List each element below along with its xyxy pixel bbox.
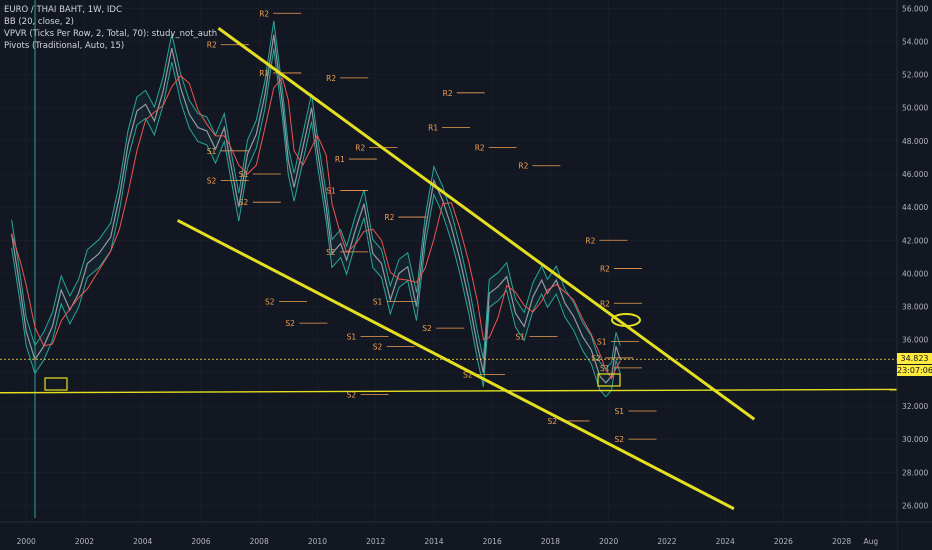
x-tick-label-4: 2008 (250, 537, 269, 546)
pivot-label-5: S1 (207, 147, 217, 156)
y-tick-label-13: 52.000 (902, 71, 928, 80)
x-tick-label-2: 2004 (133, 537, 152, 546)
x-tick-label-5: 2010 (308, 537, 327, 546)
x-tick-label-13: 2026 (774, 537, 793, 546)
bb-upper (11, 20, 621, 370)
pivot-label-33: S2 (548, 417, 558, 426)
trend-line-1 (176, 219, 735, 511)
y-tick-label-15: 56.000 (902, 4, 928, 13)
legend-pivots[interactable]: Pivots (Traditional, Auto, 15) (4, 41, 125, 51)
pivot-label-20: S1 (373, 298, 383, 307)
x-tick-label-7: 2014 (424, 537, 443, 546)
pivot-label-9: R1 (428, 124, 438, 133)
pivot-label-2: R1 (259, 69, 269, 78)
bb-lower (11, 48, 621, 398)
y-tick-label-2: 30.000 (902, 435, 928, 444)
x-tick-label-14: 2028 (832, 537, 851, 546)
x-tick-label-3: 2006 (191, 537, 210, 546)
x-tick-label-8: 2016 (483, 537, 502, 546)
pivot-label-11: R2 (475, 143, 485, 152)
pivot-label-12: R1 (335, 155, 345, 164)
time-axis[interactable]: 2000 2002 2004 2006 2008 2010 2012 2014 2016 2018… (17, 537, 879, 546)
y-tick-label-1: 28.000 (902, 468, 928, 477)
y-tick-label-14: 54.000 (902, 37, 928, 46)
low-marker-2020 (597, 373, 621, 387)
price-series (11, 34, 621, 384)
pivot-label-34: S2 (615, 435, 625, 444)
pivot-label-23: S2 (265, 298, 275, 307)
y-tick-label-3: 32.000 (902, 402, 928, 411)
y-tick-label-0: 26.000 (902, 501, 928, 510)
x-tick-label-6: 2012 (366, 537, 385, 546)
x-tick-label-0: 2000 (17, 537, 36, 546)
pivot-label-29: S2 (463, 371, 473, 380)
x-tick-label-15: Aug (863, 537, 878, 546)
pivot-label-17: R2 (585, 236, 595, 245)
pivot-label-30: S1 (600, 364, 610, 373)
pivot-label-3: R2 (326, 74, 336, 83)
pivot-label-25: S2 (422, 324, 432, 333)
pivot-label-28: S2 (591, 354, 601, 363)
x-tick-label-12: 2024 (716, 537, 735, 546)
pivot-label-24: S2 (285, 319, 295, 328)
y-tick-label-5: 36.000 (902, 336, 928, 345)
markers (44, 313, 641, 391)
trend-line-0 (217, 26, 756, 421)
pivot-label-1: R2 (207, 41, 217, 50)
current-price-badge: 34.823 (897, 353, 932, 365)
countdown-badge: 23:07:06 (897, 365, 932, 377)
legend: EURO / THAI BAHT, 1W, IDC BB (20, close,… (4, 4, 217, 52)
price-axis-background (897, 0, 932, 550)
pivot-label-13: S1 (326, 187, 336, 196)
y-tick-label-11: 48.000 (902, 137, 928, 146)
bollinger-band (11, 20, 621, 398)
legend-symbol[interactable]: EURO / THAI BAHT, 1W, IDC (4, 5, 122, 15)
y-tick-label-10: 46.000 (902, 170, 928, 179)
pivot-label-18: R2 (600, 264, 610, 273)
legend-bb[interactable]: BB (20, close, 2) (4, 17, 74, 27)
ma-line (11, 74, 621, 380)
pivot-label-19: R2 (600, 299, 610, 308)
pivot-label-14: R2 (518, 162, 528, 171)
trend-lines[interactable] (0, 26, 898, 511)
y-tick-label-6: 38.000 (902, 303, 928, 312)
pivot-label-22: S2 (373, 342, 383, 351)
pivot-label-0: R2 (259, 9, 269, 18)
time-axis-background (0, 522, 897, 550)
trend-line-2 (0, 388, 898, 394)
y-tick-label-9: 44.000 (902, 203, 928, 212)
pivot-label-26: S1 (515, 332, 525, 341)
chart-grid (0, 0, 897, 522)
x-tick-label-9: 2018 (541, 537, 560, 546)
y-tick-label-7: 40.000 (902, 269, 928, 278)
legend-vpvr[interactable]: VPVR (Ticks Per Row, 2, Total, 70): stud… (4, 29, 218, 39)
pivot-label-21: S1 (347, 332, 357, 341)
pivot-label-8: S2 (239, 198, 249, 207)
y-tick-label-8: 42.000 (902, 236, 928, 245)
pivot-label-31: S2 (347, 390, 357, 399)
pivot-label-15: S2 (326, 248, 336, 257)
pivot-label-6: S2 (207, 177, 217, 186)
price-line (11, 34, 621, 384)
y-tick-label-12: 50.000 (902, 104, 928, 113)
pivot-label-27: S1 (597, 337, 607, 346)
breakout-ellipse (611, 313, 641, 327)
low-marker-2000 (44, 377, 68, 391)
bb-fill (11, 20, 621, 397)
x-tick-label-1: 2002 (75, 537, 94, 546)
pivot-label-32: S1 (615, 407, 625, 416)
x-tick-label-11: 2022 (657, 537, 676, 546)
pivot-label-10: R2 (355, 143, 365, 152)
x-tick-label-10: 2020 (599, 537, 618, 546)
pivot-label-4: R2 (443, 89, 453, 98)
pivot-label-16: R2 (384, 213, 394, 222)
